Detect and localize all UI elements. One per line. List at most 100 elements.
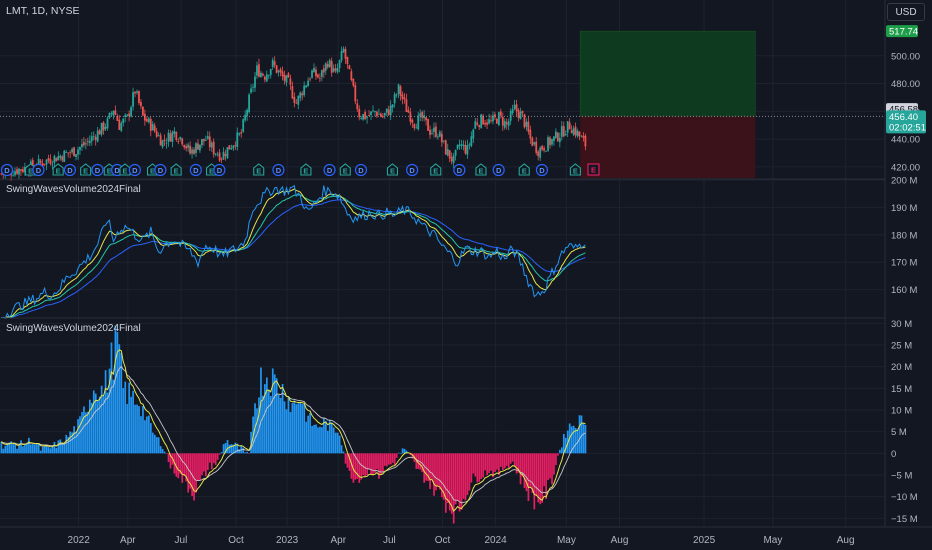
- candle-body[interactable]: [214, 153, 217, 155]
- histogram-bar[interactable]: [437, 453, 439, 487]
- histogram-bar[interactable]: [47, 447, 50, 454]
- histogram-bar[interactable]: [387, 453, 390, 465]
- candle-body[interactable]: [466, 145, 469, 155]
- histogram-bar[interactable]: [130, 396, 132, 454]
- histogram-bar[interactable]: [484, 453, 486, 471]
- candle-body[interactable]: [578, 131, 581, 137]
- candle-body[interactable]: [47, 158, 50, 161]
- candle-body[interactable]: [285, 75, 288, 83]
- candle-body[interactable]: [435, 126, 437, 137]
- candle-body[interactable]: [118, 119, 121, 130]
- candle-body[interactable]: [442, 140, 445, 142]
- histogram-bar[interactable]: [389, 453, 392, 465]
- candle-body[interactable]: [322, 68, 325, 73]
- histogram-bar[interactable]: [53, 441, 56, 454]
- histogram-bar[interactable]: [328, 419, 331, 454]
- histogram-bar[interactable]: [492, 453, 494, 478]
- candle-body[interactable]: [403, 97, 406, 100]
- histogram-bar[interactable]: [199, 453, 201, 481]
- histogram-bar[interactable]: [262, 395, 264, 454]
- candle-body[interactable]: [460, 144, 463, 146]
- candle-body[interactable]: [330, 61, 333, 73]
- histogram-bar[interactable]: [321, 427, 323, 454]
- candle-body[interactable]: [293, 96, 296, 103]
- candle-body[interactable]: [210, 142, 213, 148]
- histogram-bar[interactable]: [59, 439, 62, 454]
- dividend-badge[interactable]: [128, 163, 141, 177]
- candle-body[interactable]: [440, 133, 443, 143]
- histogram-bar[interactable]: [118, 344, 121, 454]
- candle-body[interactable]: [456, 145, 459, 149]
- candle-body[interactable]: [478, 125, 481, 128]
- histogram-bar[interactable]: [397, 452, 400, 454]
- candle-body[interactable]: [378, 113, 380, 115]
- dividend-badge[interactable]: [154, 163, 167, 177]
- histogram-bar[interactable]: [486, 453, 488, 476]
- histogram-bar[interactable]: [458, 453, 461, 512]
- candle-body[interactable]: [195, 143, 197, 153]
- candle-body[interactable]: [342, 48, 345, 53]
- histogram-bar[interactable]: [114, 325, 117, 454]
- candle-body[interactable]: [126, 114, 129, 116]
- candle-body[interactable]: [193, 149, 195, 154]
- histogram-bar[interactable]: [248, 453, 250, 454]
- histogram-bar[interactable]: [63, 443, 66, 454]
- histogram-bar[interactable]: [159, 446, 162, 454]
- candle-body[interactable]: [61, 156, 64, 161]
- histogram-bar[interactable]: [273, 374, 276, 454]
- earnings-badge[interactable]: [119, 163, 131, 176]
- candle-body[interactable]: [169, 133, 172, 142]
- candle-body[interactable]: [92, 136, 95, 138]
- candle-body[interactable]: [260, 72, 262, 78]
- histogram-bar[interactable]: [405, 450, 408, 454]
- histogram-bar[interactable]: [12, 444, 14, 454]
- histogram-bar[interactable]: [201, 453, 203, 476]
- candle-body[interactable]: [358, 109, 361, 118]
- candle-body[interactable]: [173, 130, 176, 134]
- histogram-bar[interactable]: [83, 406, 85, 454]
- candle-body[interactable]: [161, 140, 164, 148]
- candle-body[interactable]: [464, 145, 467, 154]
- histogram-bar[interactable]: [502, 453, 504, 471]
- candle-body[interactable]: [250, 88, 252, 93]
- histogram-bar[interactable]: [541, 453, 544, 503]
- histogram-bar[interactable]: [77, 419, 79, 454]
- histogram-bar[interactable]: [108, 368, 111, 454]
- histogram-bar[interactable]: [448, 453, 451, 511]
- dividend-badge[interactable]: [492, 163, 505, 177]
- histogram-bar[interactable]: [256, 408, 258, 454]
- histogram-bar[interactable]: [435, 453, 437, 491]
- candle-body[interactable]: [222, 151, 225, 160]
- histogram-bar[interactable]: [89, 399, 91, 454]
- histogram-bar[interactable]: [224, 443, 227, 454]
- candle-body[interactable]: [393, 94, 396, 104]
- histogram-bar[interactable]: [391, 453, 394, 463]
- candle-body[interactable]: [301, 93, 304, 96]
- candle-body[interactable]: [212, 141, 215, 155]
- histogram-bar[interactable]: [216, 453, 219, 460]
- candle-body[interactable]: [159, 135, 162, 146]
- candle-body[interactable]: [566, 121, 569, 133]
- candle-body[interactable]: [387, 109, 390, 116]
- candle-body[interactable]: [218, 152, 221, 161]
- histogram-bar[interactable]: [323, 418, 325, 454]
- histogram-bar[interactable]: [30, 444, 32, 454]
- volume-pane[interactable]: [1, 184, 586, 320]
- candle-body[interactable]: [83, 142, 85, 146]
- histogram-bar[interactable]: [395, 453, 398, 458]
- histogram-bar[interactable]: [403, 448, 406, 454]
- candle-body[interactable]: [496, 118, 498, 124]
- histogram-bar[interactable]: [374, 453, 376, 473]
- candle-body[interactable]: [149, 118, 152, 131]
- histogram-bar[interactable]: [472, 453, 475, 474]
- candle-body[interactable]: [224, 153, 227, 156]
- histogram-bar[interactable]: [155, 437, 158, 454]
- histogram-bar[interactable]: [45, 445, 48, 454]
- histogram-bar[interactable]: [350, 453, 353, 479]
- candle-body[interactable]: [24, 166, 26, 173]
- earnings-badge[interactable]: [430, 163, 442, 176]
- dividend-badge[interactable]: [213, 163, 226, 177]
- histogram-bar[interactable]: [183, 453, 186, 476]
- dividend-badge[interactable]: [453, 163, 466, 177]
- candle-body[interactable]: [136, 91, 138, 93]
